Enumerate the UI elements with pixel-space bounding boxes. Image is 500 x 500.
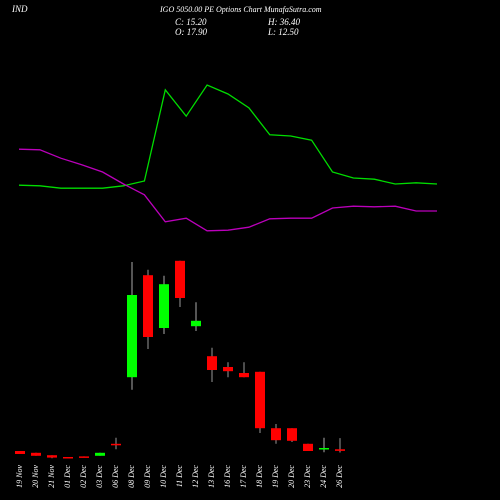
candle-body [111,443,121,446]
candle-body [175,260,185,298]
x-tick-label: 18 Dec [255,465,264,488]
stat: H: 36.40 [267,17,300,27]
x-tick-label: 03 Dec [95,465,104,488]
candle-body [159,284,169,328]
x-tick-label: 13 Dec [207,465,216,488]
candle-body [303,443,313,451]
chart-title: IGO 5050.00 PE Options Chart MunafaSutra… [159,5,322,14]
candle-body [191,320,201,327]
candle-body [95,452,105,456]
candle-body [239,373,249,378]
title-left: IND [11,4,28,14]
candle-body [223,367,233,372]
candle-body [127,295,137,378]
candle-body [31,452,41,456]
candle-body [335,449,345,451]
candle-body [319,448,329,450]
x-tick-label: 17 Dec [239,465,248,488]
x-tick-label: 24 Dec [319,465,328,488]
candle-body [287,428,297,441]
stat: L: 12.50 [267,27,299,37]
x-tick-label: 20 Nov [31,465,40,488]
candle-body [255,371,265,429]
candle-body [143,275,153,337]
stat: O: 17.90 [175,27,207,37]
x-tick-label: 01 Dec [63,465,72,488]
x-tick-label: 09 Dec [143,465,152,488]
candle-body [47,455,57,458]
line-series [18,148,437,232]
x-tick-label: 02 Dec [79,465,88,488]
stat: C: 15.20 [175,17,207,27]
x-tick-label: 21 Nov [47,465,56,488]
x-tick-label: 11 Dec [175,465,184,488]
candle-body [271,428,281,441]
x-tick-label: 26 Dec [335,465,344,488]
x-tick-label: 06 Dec [111,465,120,488]
line-series [18,84,438,189]
x-tick-label: 16 Dec [223,465,232,488]
x-tick-label: 19 Dec [271,465,280,488]
x-tick-label: 10 Dec [159,465,168,488]
x-tick-label: 19 Nov [15,465,24,488]
x-tick-label: 23 Dec [303,465,312,488]
candle-body [79,456,89,458]
candle-body [63,457,73,459]
candle-body [15,451,25,454]
x-tick-label: 20 Dec [287,465,296,488]
x-tick-label: 12 Dec [191,465,200,488]
x-tick-label: 08 Dec [127,465,136,488]
candle-body [207,356,217,370]
